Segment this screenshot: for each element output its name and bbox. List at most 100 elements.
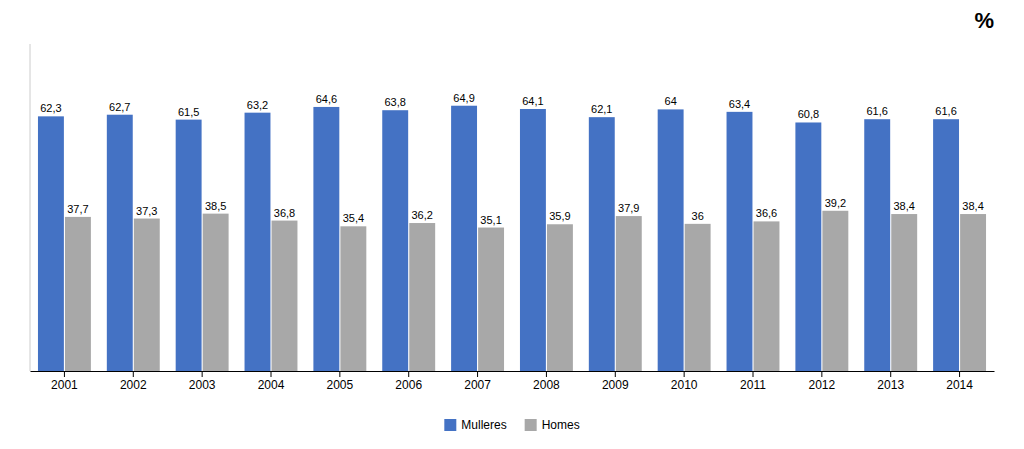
chart: 62,3 62,7 61,5 63,2 64,6 63,8 64,9 64,1 62,1 64 63… — [0, 0, 1024, 449]
x-tick-mark — [546, 371, 547, 377]
x-tick: 2002 — [120, 371, 147, 392]
bar — [313, 107, 339, 371]
data-label: 64,9 — [453, 92, 474, 104]
x-tick: 2011 — [740, 371, 766, 392]
x-tick-mark — [271, 371, 272, 377]
x-tick: 2009 — [602, 371, 629, 392]
data-label: 36,6 — [756, 207, 777, 219]
data-label: 61,6 — [935, 105, 956, 117]
data-label: 36,2 — [412, 209, 433, 221]
data-label: 38,4 — [962, 200, 983, 212]
bar — [451, 106, 477, 371]
legend: Mulleres Homes — [444, 418, 579, 432]
x-tick-mark — [615, 371, 616, 377]
data-label: 62,1 — [591, 103, 612, 115]
unit-label: % — [974, 8, 994, 33]
data-label: 38,5 — [205, 200, 226, 212]
x-tick-label: 2009 — [602, 378, 629, 392]
bar — [589, 117, 615, 371]
legend-item: Homes — [525, 418, 580, 432]
x-tick: 2007 — [464, 371, 491, 392]
x-tick-label: 2002 — [120, 378, 147, 392]
data-label: 61,6 — [867, 105, 888, 117]
x-axis: 2001 2002 2003 2004 2005 2006 2007 2008 2009 2010… — [31, 371, 995, 392]
data-label: 37,7 — [67, 203, 88, 215]
x-tick: 2004 — [258, 371, 285, 392]
bar — [822, 211, 848, 371]
x-tick-label: 2011 — [740, 378, 766, 392]
x-tick-mark — [684, 371, 685, 377]
bar — [203, 214, 229, 371]
data-label: 64,1 — [522, 95, 543, 107]
bar — [65, 217, 91, 371]
bar — [340, 226, 366, 371]
data-label: 63,4 — [729, 98, 750, 110]
data-label: 39,2 — [825, 197, 846, 209]
data-labels: 62,3 62,7 61,5 63,2 64,6 63,8 64,9 64,1 62,1 64 63… — [40, 92, 984, 226]
x-tick-label: 2010 — [671, 378, 698, 392]
bar — [520, 109, 546, 371]
bar — [547, 224, 573, 371]
data-label: 63,2 — [247, 99, 268, 111]
bar — [685, 224, 711, 371]
y-axis-line — [30, 44, 31, 371]
bar — [382, 110, 408, 371]
x-tick-label: 2012 — [809, 378, 836, 392]
bar — [478, 228, 504, 371]
bar — [960, 214, 986, 371]
bar — [891, 214, 917, 371]
x-axis-line — [31, 371, 995, 372]
x-tick: 2013 — [877, 371, 904, 392]
x-tick: 2010 — [671, 371, 698, 392]
x-tick-mark — [753, 371, 754, 377]
bar — [107, 115, 133, 371]
x-tick-label: 2003 — [189, 378, 216, 392]
legend-swatch — [525, 419, 537, 431]
bar — [727, 112, 753, 371]
bar — [754, 221, 780, 371]
legend-label: Homes — [542, 418, 580, 432]
bar — [864, 119, 890, 371]
x-tick-mark — [959, 371, 960, 377]
x-tick: 2001 — [51, 371, 78, 392]
data-label: 64,6 — [316, 93, 337, 105]
x-tick: 2012 — [809, 371, 836, 392]
bar — [134, 219, 160, 371]
x-tick-label: 2005 — [327, 378, 354, 392]
x-tick: 2005 — [327, 371, 354, 392]
legend-item: Mulleres — [444, 418, 506, 432]
bar — [795, 122, 821, 371]
bar — [245, 113, 271, 371]
x-tick-label: 2013 — [877, 378, 904, 392]
bar — [658, 109, 684, 371]
data-label: 63,8 — [385, 96, 406, 108]
data-label: 37,3 — [136, 205, 157, 217]
data-label: 36,8 — [274, 207, 295, 219]
x-tick-label: 2006 — [395, 378, 422, 392]
x-tick: 2006 — [395, 371, 422, 392]
x-tick-mark — [202, 371, 203, 377]
data-label: 60,8 — [798, 108, 819, 120]
bar-series — [38, 106, 959, 371]
x-tick-label: 2007 — [464, 378, 491, 392]
bar — [933, 119, 959, 371]
bar — [38, 116, 64, 371]
data-label: 64 — [665, 95, 677, 107]
data-label: 35,4 — [343, 212, 364, 224]
data-label: 38,4 — [894, 200, 915, 212]
data-label: 36 — [692, 210, 704, 222]
legend-label: Mulleres — [461, 418, 506, 432]
data-label: 62,3 — [40, 102, 61, 114]
bar — [176, 120, 202, 371]
x-tick-label: 2008 — [533, 378, 560, 392]
x-tick: 2014 — [946, 371, 973, 392]
x-tick-label: 2014 — [946, 378, 973, 392]
x-tick-mark — [339, 371, 340, 377]
bar — [616, 216, 642, 371]
x-tick-mark — [64, 371, 65, 377]
data-label: 61,5 — [178, 106, 199, 118]
x-tick: 2008 — [533, 371, 560, 392]
x-tick-mark — [890, 371, 891, 377]
x-tick-label: 2001 — [51, 378, 78, 392]
data-label: 62,7 — [109, 101, 130, 113]
